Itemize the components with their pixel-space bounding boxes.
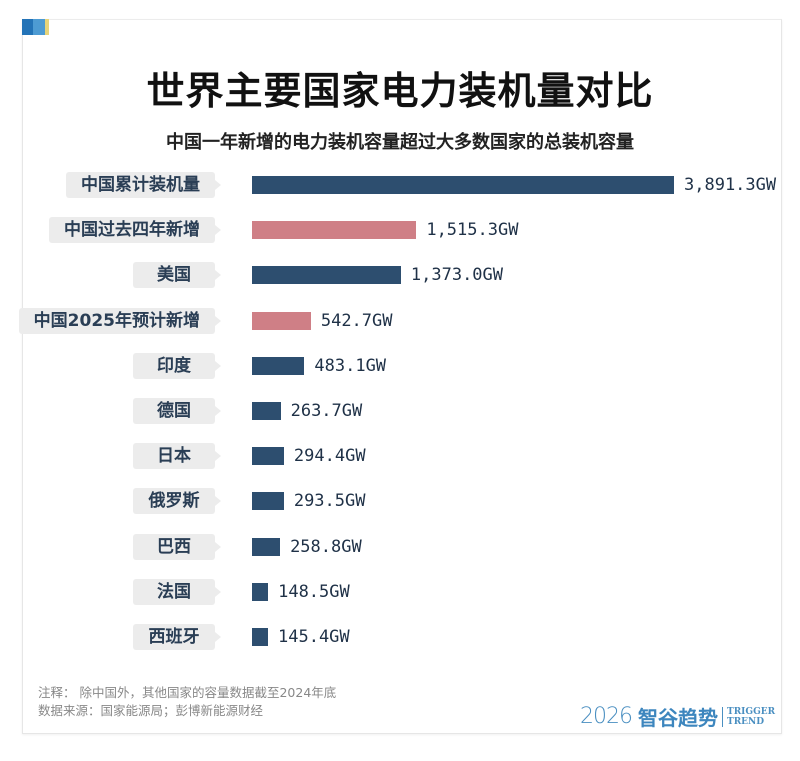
chart-card [22, 19, 782, 734]
value-label: 3,891.3GW [684, 175, 777, 195]
bar-row: 中国2025年预计新增 542.7GW [0, 307, 800, 334]
logo-cn: 智谷趋势 [638, 706, 718, 730]
category-label: 印度 [133, 352, 221, 379]
bar-row: 俄罗斯 293.5GW [0, 488, 800, 515]
category-label: 中国2025年预计新增 [18, 307, 222, 334]
data-source: 数据来源：国家能源局；彭博新能源财经 [38, 703, 264, 718]
bar [252, 628, 268, 646]
value-label: 294.4GW [293, 446, 366, 467]
category-label: 日本 [133, 443, 221, 470]
bar-row: 法国 148.5GW [0, 578, 800, 605]
bar [252, 492, 284, 511]
bar [252, 221, 417, 240]
category-label: 巴西 [133, 533, 221, 560]
bar [252, 582, 269, 601]
category-label: 法国 [133, 578, 221, 605]
value-label: 1,373.0GW [410, 265, 504, 286]
bar [252, 402, 281, 420]
category-label: 美国 [133, 262, 221, 289]
value-label: 145.4GW [278, 627, 350, 647]
bar [252, 176, 674, 194]
bar-row: 巴西 258.8GW [0, 533, 800, 560]
bar [252, 447, 284, 466]
value-label: 1,515.3GW [426, 220, 519, 241]
logo-en-1: TRIGGER [727, 706, 776, 717]
bar [252, 266, 401, 285]
chart-title: 世界主要国家电力装机量对比 [146, 69, 654, 113]
bar [252, 311, 311, 330]
bar [252, 537, 281, 556]
category-label: 西班牙 [133, 624, 221, 650]
bar-row: 德国 263.7GW [0, 398, 800, 424]
value-label: 483.1GW [314, 355, 387, 376]
logo-year: 2026 [580, 704, 633, 729]
bar-row: 美国 1,373.0GW [0, 262, 800, 289]
bar-row: 日本 294.4GW [0, 443, 800, 470]
bar-row: 中国过去四年新增 1,515.3GW [0, 217, 800, 244]
bar [252, 356, 305, 375]
bar-row: 中国累计装机量 3,891.3GW [0, 172, 800, 198]
bar-row: 西班牙 145.4GW [0, 624, 800, 650]
value-label: 148.5GW [278, 581, 350, 602]
bar-row: 印度 483.1GW [0, 352, 800, 379]
category-label: 中国累计装机量 [66, 172, 221, 198]
logo-en: TRIGGER TREND [722, 706, 776, 727]
value-label: 542.7GW [320, 310, 393, 331]
value-label: 293.5GW [293, 491, 366, 512]
logo: 2026 智谷趋势 TRIGGER TREND [580, 702, 775, 731]
value-label: 263.7GW [290, 401, 363, 421]
category-label: 俄罗斯 [133, 488, 221, 515]
logo-en-2: TREND [727, 716, 765, 727]
category-label: 中国过去四年新增 [49, 217, 221, 244]
footnote: 注释： 除中国外，其他国家的容量数据截至2024年底 [38, 685, 337, 700]
corner-decoration [22, 19, 50, 35]
category-label: 德国 [133, 398, 221, 424]
value-label: 258.8GW [290, 536, 362, 557]
chart-subtitle: 中国一年新增的电力装机容量超过大多数国家的总装机容量 [166, 132, 634, 153]
